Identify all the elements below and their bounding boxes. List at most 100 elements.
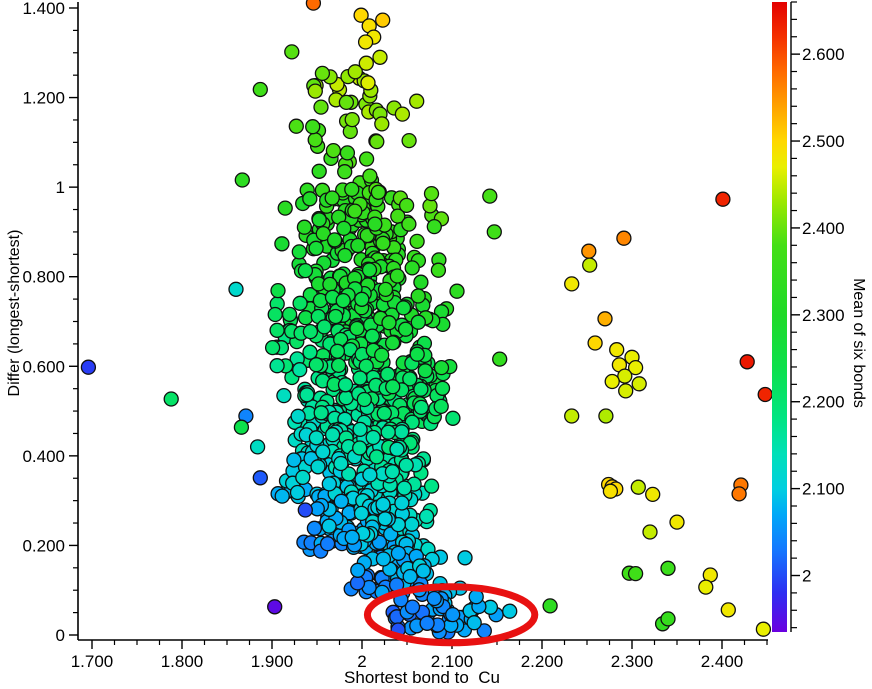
data-point [433, 398, 449, 415]
data-point [389, 441, 405, 457]
data-point [269, 322, 285, 338]
colorbar: 2.600 2.500 2.400 2.300 2.200 2.100 2 [772, 1, 845, 632]
data-point-outlier [720, 602, 736, 618]
data-point [290, 408, 306, 424]
data-point [308, 430, 325, 446]
y-tick-label: 0.400 [22, 447, 65, 466]
data-point [375, 551, 392, 567]
x-axis-title: Shortest bond to Cu [344, 668, 500, 687]
data-point [324, 427, 341, 443]
data-point-outlier [564, 408, 580, 424]
data-point [292, 362, 308, 378]
data-point-outlier [249, 439, 266, 455]
data-point-outlier [297, 502, 313, 518]
data-point [404, 260, 420, 276]
y-tick-label: 0.200 [22, 536, 65, 555]
y-tick-label: 1.200 [22, 89, 65, 108]
colorbar-tick-label: 2 [802, 567, 811, 586]
data-point-outlier [581, 243, 597, 259]
data-point [319, 536, 336, 552]
data-point [344, 529, 360, 545]
data-point [423, 478, 440, 494]
data-point-outlier [660, 611, 676, 627]
data-point [402, 568, 418, 585]
data-point-outlier [645, 486, 661, 503]
data-point [324, 190, 340, 206]
data-point [289, 484, 306, 501]
data-point-outlier [228, 281, 244, 297]
data-point [311, 163, 327, 179]
data-point [410, 288, 426, 304]
data-point [426, 590, 442, 607]
data-point [344, 111, 360, 128]
data-point [341, 466, 357, 482]
data-point [358, 151, 375, 167]
data-point [281, 306, 298, 323]
data-point [336, 220, 352, 237]
data-point-outlier [660, 560, 676, 576]
data-point [356, 391, 372, 408]
data-point [375, 496, 391, 513]
data-point [335, 292, 351, 309]
y-axis-title: Differ (longest-shortest) [6, 229, 23, 397]
data-point-outlier [731, 486, 747, 502]
data-point [364, 328, 380, 344]
y-tick-label: 1.400 [22, 0, 65, 18]
data-point [321, 476, 337, 492]
data-point [299, 387, 315, 403]
data-point [310, 459, 326, 475]
data-point [362, 168, 378, 184]
data-point [362, 467, 378, 483]
data-point-outlier [715, 191, 731, 207]
data-point [277, 200, 293, 216]
axes: 1.700 1.800 1.900 2 2.100 2.200 2.300 2.400 1.40… [22, 0, 768, 671]
data-point [365, 429, 381, 446]
data-point [306, 520, 323, 536]
data-point [316, 319, 332, 335]
data-point [352, 440, 368, 456]
y-tick-label: 0.800 [22, 268, 65, 287]
data-point [410, 314, 426, 330]
data-point [350, 237, 366, 254]
data-point-outlier [602, 483, 619, 499]
data-point [413, 399, 429, 416]
data-point-outlier [757, 386, 773, 403]
colorbar-tick-label: 2.300 [802, 306, 845, 325]
data-point [325, 142, 342, 159]
data-point-outlier [598, 408, 614, 424]
y-tick-label: 0 [56, 626, 65, 645]
colorbar-tick-label: 2.100 [802, 480, 845, 499]
data-point-outlier [604, 373, 620, 390]
data-point [350, 562, 366, 578]
data-point [274, 236, 290, 252]
data-point [385, 379, 401, 395]
x-tick-label: 2.100 [431, 652, 474, 671]
data-point-outlier [233, 419, 250, 435]
data-point [315, 444, 331, 460]
data-point-outlier [631, 376, 647, 392]
colorbar-tick-label: 2.600 [802, 45, 845, 64]
data-point [326, 232, 343, 248]
data-point [353, 505, 370, 522]
data-point-outlier [618, 383, 634, 399]
x-tick-label: 2.400 [701, 652, 744, 671]
data-point-outlier [616, 230, 632, 246]
data-point-outlier [492, 351, 508, 367]
data-point [295, 469, 311, 486]
data-point [338, 390, 354, 406]
data-point [404, 516, 420, 532]
data-point [375, 235, 391, 251]
data-point [384, 464, 401, 480]
data-point-outlier [234, 172, 250, 188]
data-point [401, 216, 417, 232]
colorbar-tick-label: 2.500 [802, 132, 845, 151]
data-point [349, 320, 365, 337]
data-point [394, 106, 411, 122]
data-point [360, 75, 376, 91]
data-point [308, 357, 324, 373]
data-point-outlier [486, 224, 502, 240]
data-point [347, 203, 363, 219]
data-point [338, 94, 355, 111]
data-point [347, 64, 363, 80]
